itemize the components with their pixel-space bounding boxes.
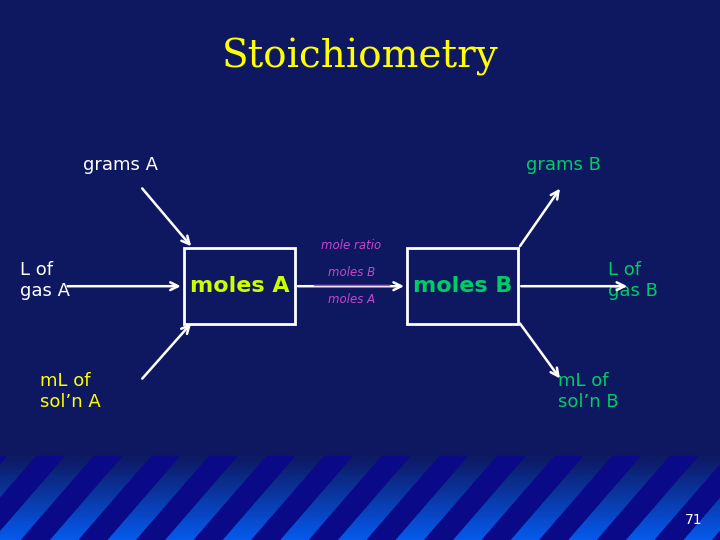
- Bar: [0, 490, 720, 492]
- Polygon shape: [252, 456, 352, 540]
- Polygon shape: [713, 456, 720, 540]
- Bar: [0, 521, 720, 523]
- Text: moles B: moles B: [328, 266, 375, 279]
- Bar: [0, 523, 720, 525]
- Polygon shape: [137, 456, 237, 540]
- Bar: [0, 469, 720, 471]
- Polygon shape: [79, 456, 179, 540]
- Bar: [0, 502, 720, 504]
- Bar: [0, 473, 720, 475]
- Polygon shape: [598, 456, 698, 540]
- Polygon shape: [0, 456, 6, 540]
- Bar: [0, 467, 720, 469]
- Text: grams B: grams B: [526, 156, 600, 174]
- Bar: [0, 477, 720, 480]
- Text: moles A: moles A: [189, 276, 289, 296]
- Bar: [0, 500, 720, 502]
- Polygon shape: [22, 456, 122, 540]
- Bar: [0, 496, 720, 498]
- Bar: [0, 528, 720, 530]
- Bar: [0, 519, 720, 521]
- Bar: [0, 480, 720, 482]
- Bar: [0, 517, 720, 519]
- Bar: [0, 507, 720, 509]
- Bar: [0, 471, 720, 473]
- Text: 71: 71: [685, 512, 702, 526]
- Polygon shape: [425, 456, 525, 540]
- Text: moles A: moles A: [328, 293, 375, 306]
- Bar: [0, 504, 720, 507]
- Bar: [0, 513, 720, 515]
- Polygon shape: [310, 456, 410, 540]
- Bar: [0, 531, 720, 534]
- Polygon shape: [655, 456, 720, 540]
- Bar: [184, 248, 295, 324]
- Polygon shape: [540, 456, 640, 540]
- Polygon shape: [194, 456, 294, 540]
- Text: mole ratio: mole ratio: [321, 239, 382, 252]
- Text: mL of
sol’n A: mL of sol’n A: [40, 372, 100, 411]
- Bar: [0, 483, 720, 485]
- Bar: [0, 525, 720, 528]
- Bar: [0, 456, 720, 458]
- Text: moles B: moles B: [413, 276, 513, 296]
- Bar: [0, 485, 720, 488]
- Bar: [0, 538, 720, 540]
- Text: grams A: grams A: [83, 156, 158, 174]
- Bar: [0, 534, 720, 536]
- Bar: [0, 511, 720, 513]
- Text: Stoichiometry: Stoichiometry: [222, 38, 498, 76]
- Bar: [0, 464, 720, 467]
- Polygon shape: [0, 456, 64, 540]
- Bar: [0, 494, 720, 496]
- Bar: [0, 509, 720, 511]
- Text: L of
gas B: L of gas B: [608, 261, 658, 300]
- Bar: [0, 492, 720, 494]
- Bar: [407, 248, 518, 324]
- Bar: [0, 515, 720, 517]
- Bar: [0, 530, 720, 531]
- Bar: [0, 461, 720, 463]
- Polygon shape: [482, 456, 582, 540]
- Bar: [0, 482, 720, 483]
- Polygon shape: [367, 456, 467, 540]
- Bar: [0, 536, 720, 538]
- Bar: [0, 475, 720, 477]
- Text: L of
gas A: L of gas A: [20, 261, 70, 300]
- Bar: [0, 488, 720, 490]
- Bar: [0, 463, 720, 464]
- Bar: [0, 458, 720, 461]
- Bar: [0, 498, 720, 500]
- Text: mL of
sol’n B: mL of sol’n B: [558, 372, 618, 411]
